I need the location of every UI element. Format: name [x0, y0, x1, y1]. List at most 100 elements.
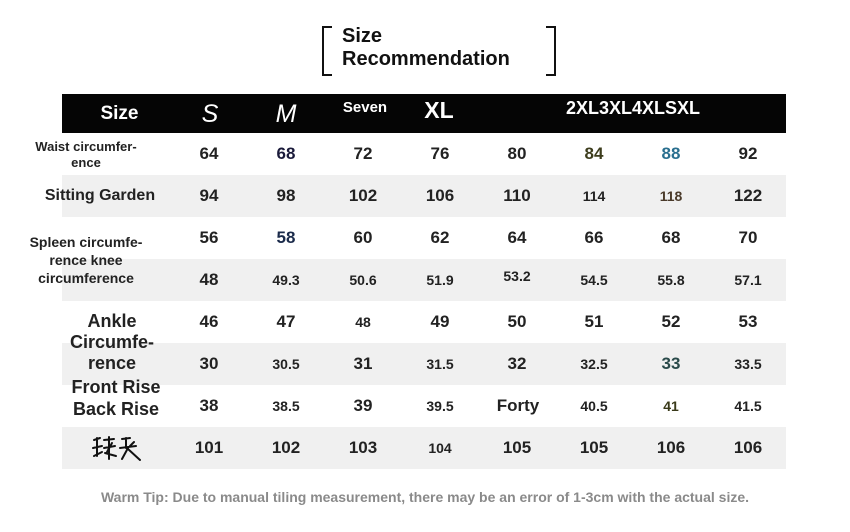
- cell-r5-c3: 48: [355, 314, 371, 330]
- cell-r5-c6: 51: [584, 312, 604, 331]
- table-row: 48 49.3 50.6 51.9 53.2 54.5 55.8 57.1: [62, 259, 786, 301]
- cell-r4-c3: 50.6: [349, 272, 377, 288]
- cell-r1-c2: 68: [276, 144, 296, 163]
- cell-r8-c3: 103: [348, 438, 378, 457]
- table-row: 94 98 102 106 110 114 118 122: [62, 175, 786, 217]
- cell-r3-c5: 64: [507, 228, 527, 247]
- cell-r3-c4: 62: [430, 228, 450, 247]
- label-ankle-line-3: rence: [87, 353, 137, 373]
- table-row: 64 68 72 76 80 84 88 92: [62, 133, 786, 175]
- header-size-label: Size: [100, 103, 139, 124]
- size-table: Size S M Seven XL 2XL3XL4XLSXL 64 68 72 …: [62, 94, 786, 469]
- cell-r2-c4: 106: [425, 186, 455, 205]
- title-line-1: Size: [342, 25, 383, 47]
- cell-r5-c1: 46: [199, 312, 219, 331]
- cell-r7-c3: 39: [353, 396, 373, 415]
- cell-r7-c5: Forty: [496, 396, 540, 415]
- label-spleen-line-3: circumference: [38, 270, 134, 286]
- cell-r2-c8: 122: [733, 186, 763, 205]
- cell-r3-c8: 70: [738, 228, 758, 247]
- cell-r1-c1: 64: [199, 144, 219, 163]
- cell-r5-c5: 50: [507, 312, 527, 331]
- cell-r7-c6: 40.5: [580, 398, 608, 414]
- label-back-rise: Back Rise: [72, 399, 160, 419]
- title-bracket-left: [322, 26, 332, 76]
- label-sitting: Sitting Garden: [44, 187, 156, 204]
- cell-r8-c7: 106: [656, 438, 686, 457]
- table-row: 30 30.5 31 31.5 32 32.5 33 33.5: [62, 343, 786, 385]
- cell-r2-c5: 110: [503, 186, 531, 205]
- cell-r7-c1: 38: [199, 396, 219, 415]
- label-waist: Waist circumfer- ence: [30, 139, 142, 171]
- header-size-xl: XL: [424, 97, 454, 123]
- cell-r6-c3: 31: [353, 354, 373, 373]
- cell-r6-c6: 32.5: [580, 356, 608, 372]
- cell-r5-c7: 52: [661, 312, 681, 331]
- cell-r2-c2: 98: [276, 186, 296, 205]
- length-signature-mark: [92, 436, 141, 461]
- page-title: Size Recommendation: [342, 25, 542, 71]
- table-header: Size S M Seven XL 2XL3XL4XLSXL: [62, 94, 786, 133]
- label-ankle: Ankle Circumfe- rence: [52, 311, 172, 374]
- cell-r6-c5: 32: [507, 354, 527, 373]
- cell-r6-c4: 31.5: [426, 356, 454, 372]
- table-row: 56 58 60 62 64 66 68 70: [62, 217, 786, 259]
- cell-r6-c7: 33: [661, 354, 681, 373]
- cell-r3-c1: 56: [199, 228, 219, 247]
- header-size-seven: Seven: [342, 99, 388, 116]
- cell-r7-c7: 41: [663, 398, 679, 414]
- cell-r2-c1: 94: [199, 186, 219, 205]
- cell-r7-c4: 39.5: [426, 398, 454, 414]
- cell-r5-c8: 53: [738, 312, 758, 331]
- cell-r8-c1: 101: [194, 438, 224, 457]
- title-line-2: Recommendation: [342, 48, 510, 70]
- warm-tip: Warm Tip: Due to manual tiling measureme…: [100, 489, 750, 505]
- cell-r8-c8: 106: [733, 438, 763, 457]
- table-row: 38 38.5 39 39.5 Forty 40.5 41 41.5: [62, 385, 786, 427]
- label-waist-line-1: Waist circumfer-: [35, 139, 137, 154]
- label-waist-line-2: ence: [71, 155, 101, 170]
- cell-r3-c6: 66: [584, 228, 604, 247]
- cell-r1-c5: 80: [507, 144, 527, 163]
- cell-r1-c6: 84: [584, 144, 604, 163]
- label-spleen-knee: Spleen circumfe- rence knee circumferenc…: [26, 233, 146, 287]
- cell-r8-c4: 104: [428, 440, 452, 456]
- cell-r2-c7: 118: [659, 188, 683, 204]
- cell-r3-c7: 68: [661, 228, 681, 247]
- cell-r1-c7: 88: [661, 144, 681, 163]
- cell-r3-c2: 58: [276, 228, 296, 247]
- cell-r4-c5: 53.2: [503, 268, 531, 284]
- cell-r1-c8: 92: [738, 144, 758, 163]
- cell-r4-c4: 51.9: [426, 272, 454, 288]
- cell-r6-c2: 30.5: [272, 356, 300, 372]
- cell-r3-c3: 60: [353, 228, 373, 247]
- label-spleen-line-2: rence knee: [49, 252, 123, 268]
- cell-r4-c1: 48: [199, 270, 219, 289]
- cell-r1-c3: 72: [353, 144, 373, 163]
- cell-r2-c6: 114: [582, 188, 606, 204]
- cell-r1-c4: 76: [430, 144, 450, 163]
- table-row: 46 47 48 49 50 51 52 53: [62, 301, 786, 343]
- cell-r8-c6: 105: [579, 438, 609, 457]
- cell-r4-c2: 49.3: [272, 272, 300, 288]
- title-box: Size Recommendation: [322, 24, 556, 76]
- cell-r6-c1: 30: [199, 354, 219, 373]
- header-size-combined: 2XL3XL4XLSXL: [565, 98, 701, 118]
- table-row: 101 102 103 104 105 105 106 106: [62, 427, 786, 469]
- label-ankle-line-2: Circumfe-: [69, 332, 154, 352]
- cell-r8-c5: 105: [502, 438, 532, 457]
- cell-r4-c8: 57.1: [734, 272, 762, 288]
- cell-r6-c8: 33.5: [734, 356, 762, 372]
- cell-r2-c3: 102: [348, 186, 378, 205]
- cell-r7-c2: 38.5: [272, 398, 300, 414]
- cell-r5-c2: 47: [276, 312, 296, 331]
- header-size-s: S: [201, 100, 219, 128]
- cell-r8-c2: 102: [271, 438, 301, 457]
- label-spleen-line-1: Spleen circumfe-: [29, 234, 143, 250]
- header-size-m: M: [275, 100, 297, 128]
- label-ankle-line-1: Ankle: [87, 311, 137, 331]
- cell-r4-c6: 54.5: [580, 272, 608, 288]
- cell-r5-c4: 49: [430, 312, 450, 331]
- title-bracket-right: [546, 26, 556, 76]
- label-front-rise: Front Rise: [71, 377, 161, 397]
